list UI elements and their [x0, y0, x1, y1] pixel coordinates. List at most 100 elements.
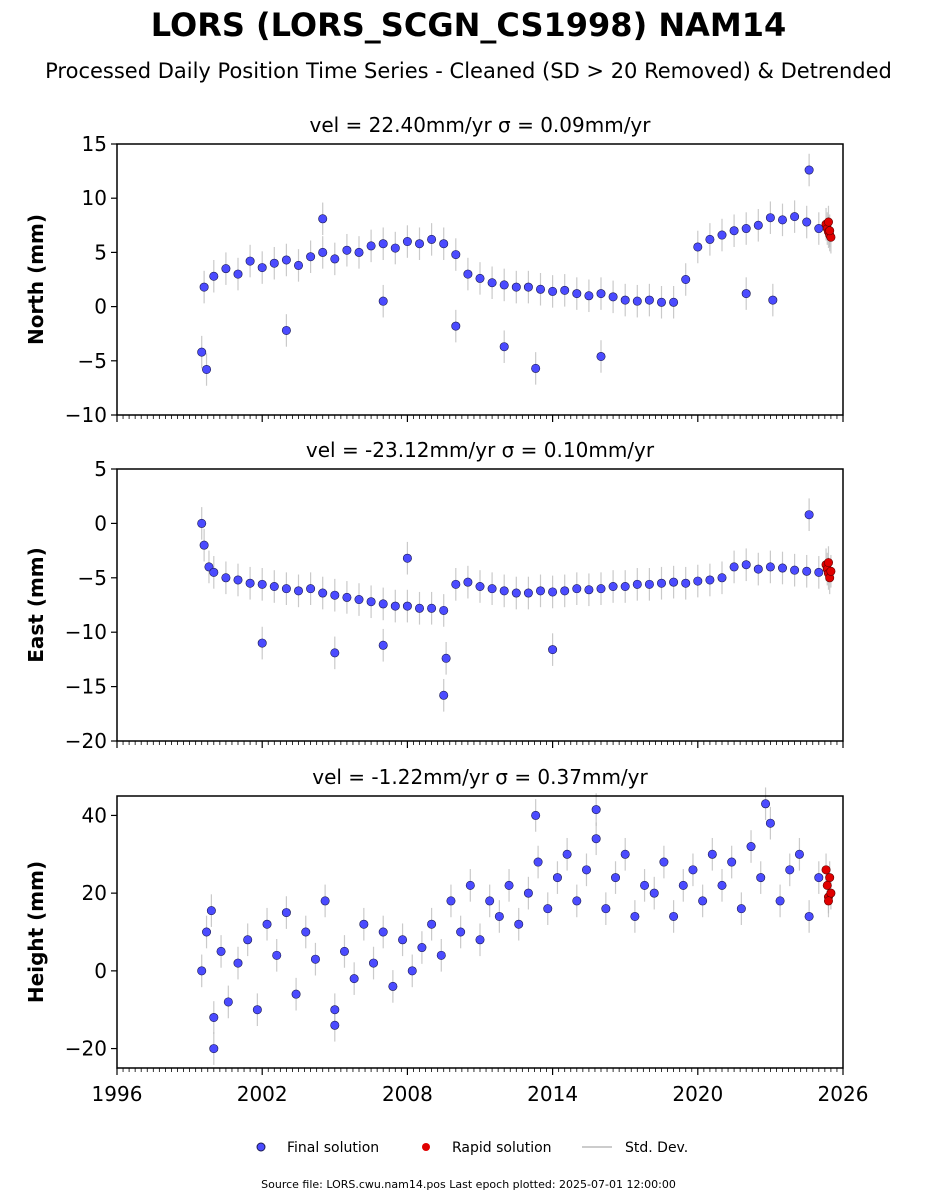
east-final-point — [439, 690, 449, 700]
east-final-point — [548, 587, 558, 597]
north-final-point — [741, 289, 751, 299]
east-final-point — [257, 638, 267, 648]
height-rapid-point — [821, 865, 831, 875]
height-final-point — [209, 1044, 219, 1054]
height-final-point — [197, 966, 207, 976]
north-final-point — [596, 289, 606, 299]
north-final-point — [531, 363, 541, 373]
height-final-point — [814, 873, 824, 883]
east-final-point — [511, 588, 521, 598]
height-final-point — [707, 849, 717, 859]
north-final-point — [378, 239, 388, 249]
north-final-point — [451, 250, 461, 260]
east-final-point — [366, 597, 376, 607]
height-rapid-point — [826, 888, 836, 898]
north-final-point — [487, 278, 497, 288]
east-final-point — [499, 586, 509, 596]
height-final-point — [417, 943, 427, 953]
north-final-point — [535, 284, 545, 294]
east-final-point — [681, 578, 691, 588]
height-final-point — [678, 880, 688, 890]
east-final-point — [548, 645, 558, 655]
north-final-point — [632, 296, 642, 306]
north-final-point — [523, 282, 533, 292]
north-final-point — [318, 214, 328, 224]
east-final-point — [414, 603, 424, 613]
east-final-point — [560, 586, 570, 596]
north-y-tick-label: 10 — [82, 186, 107, 210]
east-final-point — [620, 582, 630, 592]
height-final-point — [359, 919, 369, 929]
east-final-point — [441, 653, 451, 663]
east-y-tick-label: −20 — [65, 729, 107, 753]
height-final-point — [398, 935, 408, 945]
east-final-point — [378, 640, 388, 650]
east-final-point — [354, 595, 364, 605]
north-final-point — [318, 247, 328, 257]
east-final-point — [753, 564, 763, 574]
east-final-point — [572, 584, 582, 594]
east-rapid-point — [826, 566, 836, 576]
height-final-point — [591, 834, 601, 844]
north-y-tick-label: 15 — [82, 132, 107, 156]
north-final-point — [354, 247, 364, 257]
height-final-point — [330, 1020, 340, 1030]
height-x-tick-label: 2008 — [382, 1082, 433, 1106]
north-final-point — [669, 297, 679, 307]
north-final-point — [475, 273, 485, 283]
height-final-point — [243, 935, 253, 945]
height-panel-title: vel = -1.22mm/yr σ = 0.37mm/yr — [312, 765, 648, 789]
east-final-point — [402, 553, 412, 563]
east-final-point — [427, 603, 437, 613]
north-final-point — [414, 239, 424, 249]
north-final-point — [802, 217, 812, 227]
north-final-point — [729, 226, 739, 236]
north-final-point — [293, 260, 303, 270]
height-final-point — [640, 880, 650, 890]
height-final-point — [310, 954, 320, 964]
height-y-tick-label: 40 — [82, 803, 107, 827]
east-final-point — [632, 579, 642, 589]
east-final-point — [318, 588, 328, 598]
east-final-point — [644, 579, 654, 589]
north-final-point — [209, 271, 219, 281]
height-final-point — [630, 911, 640, 921]
height-final-point — [698, 896, 708, 906]
north-final-point — [202, 364, 212, 374]
height-final-point — [320, 896, 330, 906]
east-final-point — [729, 562, 739, 572]
east-final-point — [257, 579, 267, 589]
height-final-point — [581, 865, 591, 875]
east-final-point — [584, 585, 594, 595]
height-final-point — [223, 997, 233, 1007]
east-final-point — [463, 577, 473, 587]
east-final-point — [330, 648, 340, 658]
legend: Final solution Rapid solution Std. Dev. — [256, 1140, 688, 1156]
north-final-point — [656, 297, 666, 307]
east-final-point — [804, 510, 814, 520]
height-final-point — [717, 880, 727, 890]
height-final-point — [339, 946, 349, 956]
height-final-point — [465, 880, 475, 890]
east-final-point — [669, 577, 679, 587]
height-final-point — [378, 927, 388, 937]
north-final-point — [499, 280, 509, 290]
height-final-point — [523, 888, 533, 898]
east-plot-frame — [116, 468, 844, 742]
east-final-point — [342, 592, 352, 602]
height-final-point — [216, 946, 226, 956]
north-final-point — [199, 282, 209, 292]
east-y-tick-label: −10 — [65, 620, 107, 644]
east-final-point — [814, 567, 824, 577]
east-final-point — [717, 573, 727, 583]
height-y-tick-label: 20 — [82, 881, 107, 905]
height-final-point — [209, 1012, 219, 1022]
north-y-axis-label: North (mm) — [24, 214, 48, 345]
north-final-point — [366, 241, 376, 251]
height-final-point — [727, 857, 737, 867]
north-panel-title: vel = 22.40mm/yr σ = 0.09mm/yr — [310, 113, 652, 137]
east-final-point — [306, 584, 316, 594]
legend-final-label: Final solution — [287, 1140, 379, 1156]
height-final-point — [761, 799, 771, 809]
